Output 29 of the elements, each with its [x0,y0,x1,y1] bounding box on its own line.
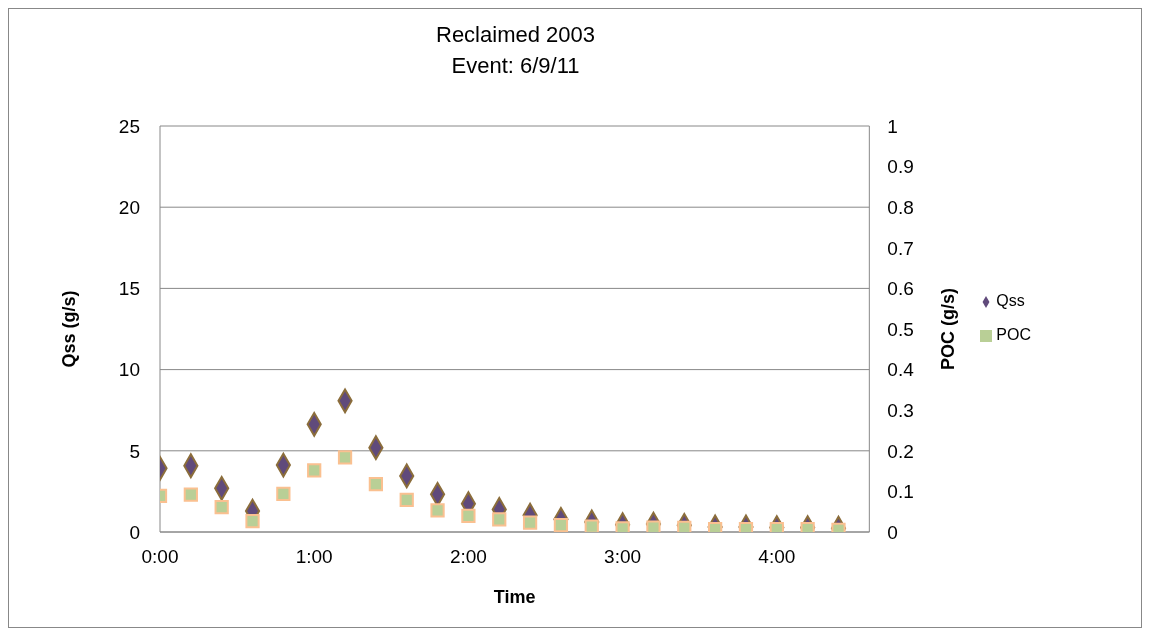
y2-tick-label: 0.7 [887,237,914,259]
y2-tick-label: 0.8 [887,196,914,218]
y2-tick-label: 0.4 [887,359,915,381]
y2-tick-label: 0.5 [887,318,914,340]
legend-label: POC [996,326,1031,343]
y2-axis-title: POC (g/s) [937,287,958,371]
x-tick-label: 3:00 [604,546,642,568]
chart-title: Reclaimed 2003 [435,21,596,49]
y2-tick-label: 0.2 [887,440,914,462]
y-tick-label: 0 [129,521,140,543]
x-tick-label: 2:00 [449,546,487,568]
y-tick-label: 15 [118,278,140,300]
x-tick-label: 0:00 [141,546,179,568]
legend-label: Qss [996,292,1025,309]
chart-subtitle: Event: 6/9/11 [450,52,581,80]
x-tick-label: 1:00 [295,546,333,568]
y-axis-title: Qss (g/s) [59,290,80,368]
x-axis-title: Time [493,587,536,607]
y2-tick-label: 0 [887,521,898,543]
y-tick-label: 25 [118,115,140,137]
y2-tick-label: 0.3 [887,399,914,421]
y2-tick-label: 1 [887,115,898,137]
y-tick-label: 10 [118,359,140,381]
y2-tick-label: 0.1 [887,481,914,503]
x-tick-label: 4:00 [758,546,796,568]
y2-tick-label: 0.6 [887,278,914,300]
y2-tick-label: 0.9 [887,156,914,178]
y-tick-label: 20 [118,196,140,218]
y-tick-label: 5 [129,440,140,462]
